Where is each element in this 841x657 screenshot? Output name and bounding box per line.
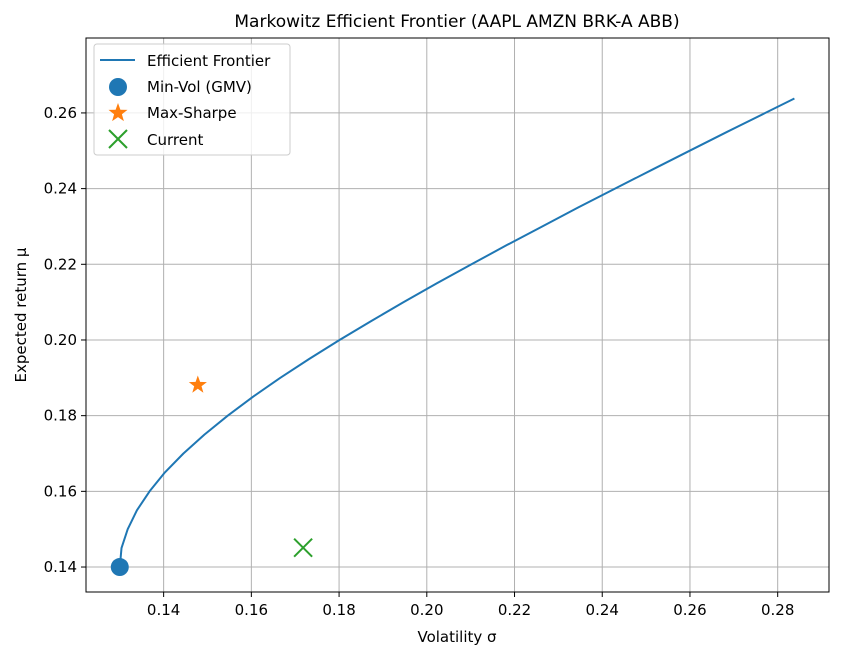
- x-tick-label: 0.28: [761, 601, 794, 619]
- legend-box: [93, 43, 291, 156]
- legend-swatch-max-sharpe: [108, 103, 128, 122]
- x-tick-label: 0.20: [410, 601, 443, 619]
- legend-swatch-current: [108, 129, 128, 149]
- plot-frame: [85, 37, 830, 593]
- y-tick-label: 0.26: [44, 104, 77, 122]
- y-tick-label: 0.20: [44, 331, 77, 349]
- x-tick-label: 0.26: [673, 601, 706, 619]
- legend: Efficient Frontier Min-Vol (GMV) Max-Sha…: [93, 43, 291, 156]
- chart-title: Markowitz Efficient Frontier (AAPL AMZN …: [234, 12, 679, 32]
- grid-lines: [86, 38, 829, 592]
- min-vol-point: [110, 558, 129, 577]
- y-axis-label: Expected return μ: [12, 247, 30, 382]
- y-tick-label: 0.24: [44, 180, 77, 198]
- legend-label-efficient-frontier: Efficient Frontier: [147, 52, 271, 70]
- y-tick-label: 0.14: [44, 558, 77, 576]
- x-tick-label: 0.22: [498, 601, 531, 619]
- x-axis: 0.14 0.16 0.18 0.20 0.22 0.24 0.26 0.28: [147, 592, 794, 619]
- efficient-frontier-line: [118, 97, 795, 568]
- y-tick-label: 0.18: [44, 407, 77, 425]
- x-tick-label: 0.16: [235, 601, 268, 619]
- y-axis: 0.14 0.16 0.18 0.20 0.22 0.24 0.26: [44, 104, 86, 576]
- current-point: [293, 538, 313, 558]
- legend-label-current: Current: [147, 131, 203, 149]
- legend-swatch-min-vol: [109, 78, 127, 96]
- max-sharpe-point: [188, 375, 207, 393]
- legend-label-min-vol: Min-Vol (GMV): [147, 78, 252, 96]
- x-tick-label: 0.14: [147, 601, 180, 619]
- y-tick-label: 0.16: [44, 482, 77, 500]
- x-axis-label: Volatility σ: [417, 628, 497, 646]
- y-tick-label: 0.22: [44, 255, 77, 273]
- x-tick-label: 0.24: [586, 601, 619, 619]
- legend-label-max-sharpe: Max-Sharpe: [147, 104, 237, 122]
- plot-area: [110, 97, 795, 577]
- x-tick-label: 0.18: [322, 601, 355, 619]
